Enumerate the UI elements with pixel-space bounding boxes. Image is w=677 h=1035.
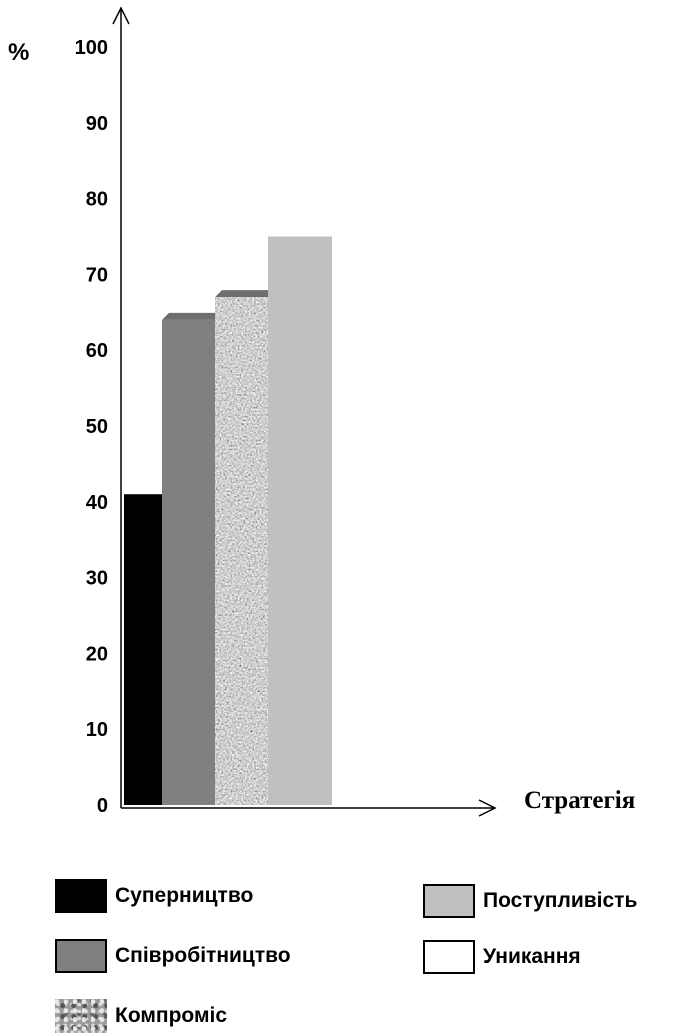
- y-tick-label: 30: [86, 568, 108, 590]
- y-tick-label: 0: [97, 795, 108, 817]
- legend-item-spivrobitnytstvo: Співробітництво: [55, 939, 291, 973]
- legend-item-supernytstvo: Суперництво: [55, 879, 253, 913]
- x-axis-arrow: [478, 799, 497, 817]
- y-tick-label: 20: [86, 643, 108, 665]
- bar-body: [124, 494, 165, 805]
- y-tick-label: 80: [86, 189, 108, 211]
- legend-item-unykannia: Уникання: [423, 940, 581, 974]
- bar-top-face: [162, 312, 216, 320]
- y-tick-label: 50: [86, 416, 108, 438]
- legend-label-spivrobitnytstvo: Співробітництво: [115, 944, 291, 967]
- legend-swatch-kompromis: [55, 999, 107, 1033]
- y-tick-label: 60: [86, 340, 108, 362]
- legend-item-postuplyvist: Поступливість: [423, 884, 637, 918]
- y-axis-label: %: [8, 39, 29, 66]
- bar-4: [268, 236, 332, 805]
- y-tick-label: 40: [86, 492, 108, 514]
- axes: [112, 6, 497, 817]
- legend-label-postuplyvist: Поступливість: [483, 889, 638, 912]
- legend-item-kompromis: Компроміс: [55, 999, 227, 1033]
- bar-body: [268, 236, 332, 805]
- bar-body: [215, 297, 268, 805]
- legend-swatch-supernytstvo: [55, 879, 107, 913]
- legend-swatch-unykannia: [423, 940, 475, 974]
- bar-1: [124, 494, 165, 805]
- bar-body: [162, 319, 215, 805]
- y-tick-label: 100: [75, 37, 108, 59]
- legend-swatch-postuplyvist: [423, 884, 475, 918]
- legend: Суперництво Співробітництво Компроміс По…: [0, 860, 677, 1035]
- legend-label-unykannia: Уникання: [483, 945, 581, 968]
- x-axis-label: Стратегія: [524, 787, 635, 814]
- y-tick-label: 90: [86, 113, 108, 135]
- legend-label-kompromis: Компроміс: [115, 1004, 228, 1027]
- bar-top-face: [215, 290, 269, 298]
- y-axis-arrow: [112, 6, 130, 25]
- legend-swatch-spivrobitnytstvo: [55, 939, 107, 973]
- legend-label-supernytstvo: Суперництво: [115, 884, 254, 907]
- bar-3: [215, 290, 269, 805]
- y-tick-label: 70: [86, 264, 108, 286]
- bar-chart: 0 10 20 30 40 50 60 70 80 90 100 % Стратегія: [8, 6, 635, 817]
- y-tick-label: 10: [86, 719, 108, 741]
- bar-2: [162, 312, 216, 805]
